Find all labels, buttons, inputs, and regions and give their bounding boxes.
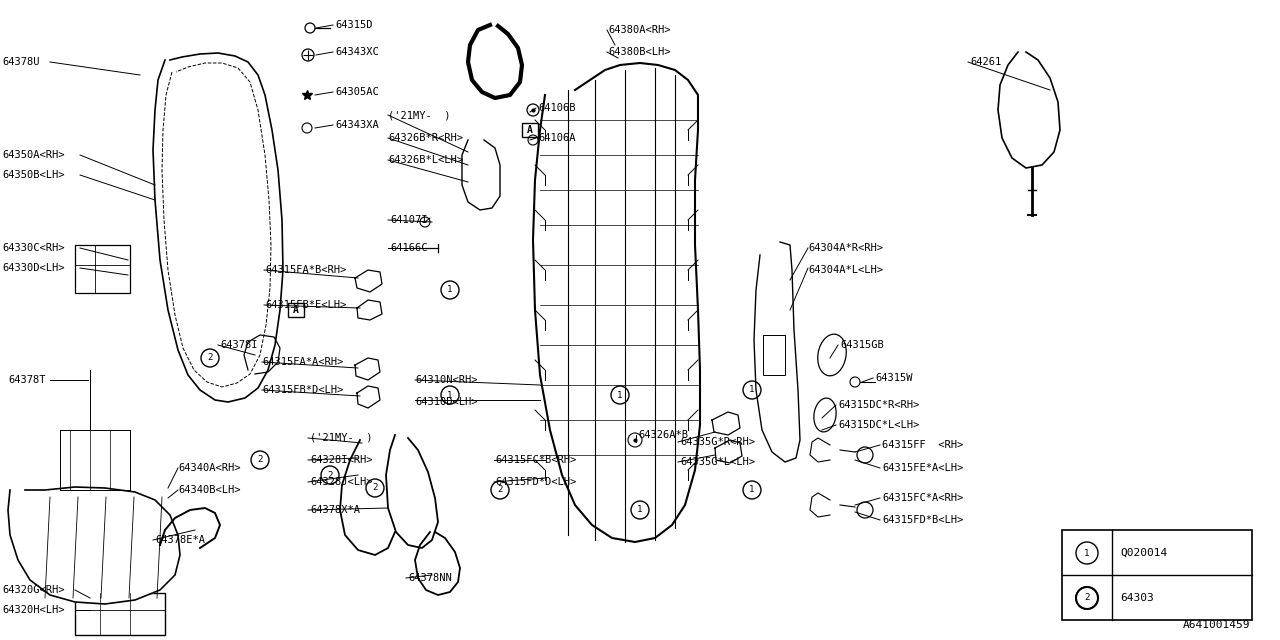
Text: 64343XC: 64343XC — [335, 47, 379, 57]
Text: 64315FD*D<LH>: 64315FD*D<LH> — [495, 477, 576, 487]
Text: 64320H<LH>: 64320H<LH> — [3, 605, 64, 615]
Text: 64106B: 64106B — [538, 103, 576, 113]
Text: 64378U: 64378U — [3, 57, 40, 67]
Text: 64380A<RH>: 64380A<RH> — [608, 25, 671, 35]
Text: 64378X*A: 64378X*A — [310, 505, 360, 515]
Text: 64340B<LH>: 64340B<LH> — [178, 485, 241, 495]
Text: ('21MY-  ): ('21MY- ) — [388, 110, 451, 120]
Text: 64330D<LH>: 64330D<LH> — [3, 263, 64, 273]
Text: 64328I<RH>: 64328I<RH> — [310, 455, 372, 465]
Polygon shape — [244, 335, 280, 374]
Text: A: A — [527, 125, 532, 135]
Text: 64107I: 64107I — [390, 215, 428, 225]
Bar — [76, 593, 165, 635]
Text: 64378E*A: 64378E*A — [155, 535, 205, 545]
Text: 64315FD*B<LH>: 64315FD*B<LH> — [882, 515, 964, 525]
Text: 64315FA*B<RH>: 64315FA*B<RH> — [265, 265, 347, 275]
Bar — [763, 335, 785, 375]
Text: 64350B<LH>: 64350B<LH> — [3, 170, 64, 180]
Bar — [522, 123, 538, 137]
Text: 64320G<RH>: 64320G<RH> — [3, 585, 64, 595]
Text: 64315FE*A<LH>: 64315FE*A<LH> — [882, 463, 964, 473]
Text: 64335G*L<LH>: 64335G*L<LH> — [680, 457, 755, 467]
Text: 64310N<RH>: 64310N<RH> — [415, 375, 477, 385]
Text: 64315FC*A<RH>: 64315FC*A<RH> — [882, 493, 964, 503]
Polygon shape — [998, 52, 1060, 168]
Text: 64304A*R<RH>: 64304A*R<RH> — [808, 243, 883, 253]
Text: ('21MY-  ): ('21MY- ) — [310, 433, 372, 443]
Text: 64330C<RH>: 64330C<RH> — [3, 243, 64, 253]
Text: 64315FB*E<LH>: 64315FB*E<LH> — [265, 300, 347, 310]
Text: 64378NN: 64378NN — [408, 573, 452, 583]
Bar — [288, 303, 305, 317]
Text: 64315DC*L<LH>: 64315DC*L<LH> — [838, 420, 919, 430]
Text: 64326A*B: 64326A*B — [637, 430, 689, 440]
Polygon shape — [8, 487, 180, 604]
Text: 2: 2 — [207, 353, 212, 362]
Text: 1: 1 — [749, 486, 755, 495]
Text: Q020014: Q020014 — [1120, 548, 1167, 558]
Text: 1: 1 — [447, 390, 453, 399]
Polygon shape — [462, 140, 500, 210]
Text: 64315FF  <RH>: 64315FF <RH> — [882, 440, 964, 450]
Text: 64343XA: 64343XA — [335, 120, 379, 130]
Text: 1: 1 — [1084, 548, 1089, 557]
Text: 1: 1 — [617, 390, 622, 399]
Text: 64315GB: 64315GB — [840, 340, 883, 350]
Text: 2: 2 — [257, 456, 262, 465]
Text: 2: 2 — [372, 483, 378, 493]
Text: 64303: 64303 — [1120, 593, 1153, 603]
Text: A: A — [293, 305, 300, 315]
Text: 64326B*L<LH>: 64326B*L<LH> — [388, 155, 463, 165]
Text: 64315W: 64315W — [876, 373, 913, 383]
Text: 1: 1 — [749, 385, 755, 394]
Text: 64378T: 64378T — [8, 375, 46, 385]
Text: 64310D<LH>: 64310D<LH> — [415, 397, 477, 407]
Polygon shape — [415, 532, 460, 595]
Text: 64340A<RH>: 64340A<RH> — [178, 463, 241, 473]
Text: 1: 1 — [637, 506, 643, 515]
Text: 64106A: 64106A — [538, 133, 576, 143]
Text: 2: 2 — [1084, 593, 1089, 602]
Polygon shape — [154, 53, 283, 402]
Text: 64350A<RH>: 64350A<RH> — [3, 150, 64, 160]
Text: 64166C: 64166C — [390, 243, 428, 253]
Text: 64304A*L<LH>: 64304A*L<LH> — [808, 265, 883, 275]
Text: A641001459: A641001459 — [1183, 620, 1251, 630]
Text: 2: 2 — [498, 486, 503, 495]
Text: 64328J<LH>: 64328J<LH> — [310, 477, 372, 487]
Text: 64335G*R<RH>: 64335G*R<RH> — [680, 437, 755, 447]
Text: 64315FC*B<RH>: 64315FC*B<RH> — [495, 455, 576, 465]
Text: 64315DC*R<RH>: 64315DC*R<RH> — [838, 400, 919, 410]
Text: 64315D: 64315D — [335, 20, 372, 30]
Bar — [1062, 530, 1252, 620]
Text: 64261: 64261 — [970, 57, 1001, 67]
Text: 64315FA*A<RH>: 64315FA*A<RH> — [262, 357, 343, 367]
Text: 64380B<LH>: 64380B<LH> — [608, 47, 671, 57]
Text: 2: 2 — [328, 470, 333, 479]
Text: 64315FB*D<LH>: 64315FB*D<LH> — [262, 385, 343, 395]
Text: 64305AC: 64305AC — [335, 87, 379, 97]
Text: 64378I: 64378I — [220, 340, 257, 350]
Text: 1: 1 — [447, 285, 453, 294]
Polygon shape — [387, 435, 438, 548]
Bar — [76, 245, 131, 293]
Text: 64326B*R<RH>: 64326B*R<RH> — [388, 133, 463, 143]
